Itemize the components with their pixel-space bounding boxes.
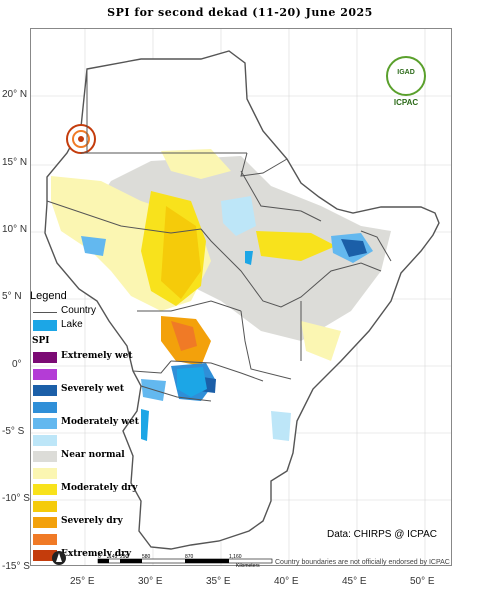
spi-color-swatch	[33, 418, 57, 429]
map-canvas	[31, 29, 451, 565]
lon-tick-45e: 45° E	[342, 576, 367, 587]
lon-tick-35e: 35° E	[206, 576, 231, 587]
spi-color-swatch	[33, 533, 57, 545]
spi-color-swatch	[33, 467, 57, 479]
map-frame	[30, 28, 452, 566]
legend-country-label: Country	[61, 305, 97, 316]
data-source: Data: CHIRPS @ ICPAC	[327, 529, 437, 540]
lat-tick-5s: -5° S	[2, 426, 25, 437]
scale-label: 145	[109, 554, 118, 560]
scale-label: 870	[185, 554, 194, 560]
scale-bar: 0 145 290 580 870 1,160 Kilometers	[97, 554, 273, 567]
icpac-logo: IGAD ICPAC	[380, 56, 432, 112]
scale-label: 0	[98, 554, 101, 560]
spi-color-swatch	[33, 550, 57, 561]
spi-color-swatch	[33, 500, 57, 512]
lon-tick-25e: 25° E	[70, 576, 95, 587]
spi-color-swatch	[33, 352, 57, 363]
spi-class-label: Near normal	[61, 450, 125, 460]
legend-spi-heading: SPI	[32, 336, 50, 346]
spi-class-label: Severely dry	[61, 516, 123, 526]
spi-color-swatch	[33, 385, 57, 396]
spi-class-label: Extremely dry	[61, 549, 132, 559]
dry-anomaly	[51, 149, 341, 366]
lakes	[141, 251, 253, 441]
scale-label: 1,160	[229, 554, 242, 560]
lat-tick-10s: -10° S	[2, 493, 30, 504]
hotspot-northwest	[66, 124, 96, 154]
lat-tick-0: 0°	[12, 359, 22, 370]
map-legend: Legend Country Lake SPI Extremely wet Sev…	[30, 290, 170, 565]
spi-color-swatch	[33, 434, 57, 446]
spi-color-swatch	[33, 451, 57, 462]
lat-tick-10n: 10° N	[2, 224, 28, 235]
disclaimer: Country boundaries are not officially en…	[275, 559, 450, 566]
lat-tick-20n: 20° N	[2, 89, 28, 100]
lake-swatch	[33, 320, 57, 331]
spi-color-swatch	[33, 484, 57, 495]
logo-igad-text: IGAD	[397, 69, 415, 76]
country-borders	[46, 69, 392, 402]
spi-class-label: Extremely wet	[61, 351, 133, 361]
spi-color-swatch	[33, 517, 57, 528]
lat-tick-5n: 5° N	[2, 291, 22, 302]
spi-color-swatch	[33, 401, 57, 413]
lon-tick-30e: 30° E	[138, 576, 163, 587]
spi-class-label: Moderately dry	[61, 483, 138, 493]
lon-tick-50e: 50° E	[410, 576, 435, 587]
scale-unit: Kilometers	[236, 563, 260, 567]
spi-color-swatch	[33, 368, 57, 380]
country-line-swatch	[33, 312, 57, 313]
north-arrow-icon	[52, 551, 66, 565]
spi-class-label: Severely wet	[61, 384, 125, 394]
lat-tick-15n: 15° N	[2, 157, 28, 168]
map-title: SPI for second dekad (11-20) June 2025	[107, 6, 373, 19]
lon-tick-40e: 40° E	[274, 576, 299, 587]
lat-tick-15s: -15° S	[2, 561, 30, 572]
logo-icpac-text: ICPAC	[393, 98, 419, 107]
spi-class-label: Moderately wet	[61, 417, 139, 427]
legend-title: Legend	[30, 290, 67, 302]
legend-lake-label: Lake	[61, 319, 83, 330]
logo-ring	[386, 56, 426, 96]
scale-label: 580	[142, 554, 151, 560]
scale-label: 290	[120, 554, 129, 560]
